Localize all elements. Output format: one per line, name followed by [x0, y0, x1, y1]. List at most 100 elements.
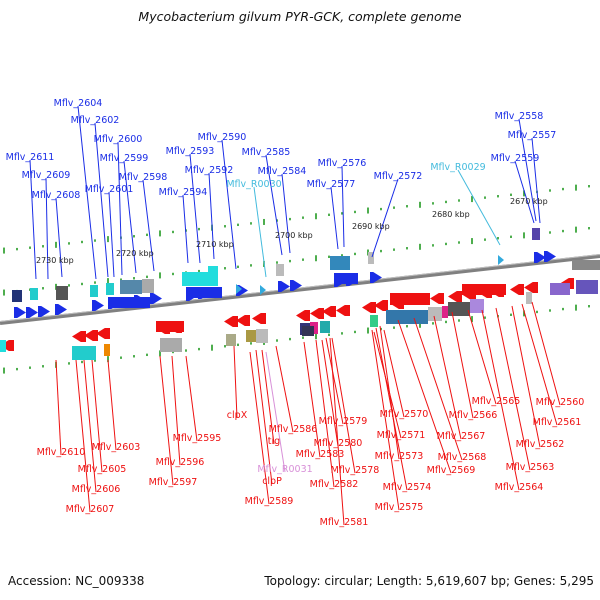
gene-label-mflv-2595[interactable]: Mflv_2595 — [173, 433, 222, 444]
reverse-gene-arrow[interactable] — [236, 315, 250, 326]
forward-gene-arrow[interactable] — [38, 306, 50, 317]
gene-label-mflv-2590[interactable]: Mflv_2590 — [198, 132, 247, 143]
reverse-gene-arrow[interactable] — [524, 282, 538, 293]
forward-gene-arrow[interactable] — [290, 280, 302, 291]
gene-label-mflv-2569[interactable]: Mflv_2569 — [427, 465, 476, 476]
gene-label-mflv-2607[interactable]: Mflv_2607 — [66, 504, 115, 515]
gene-label-mflv-2576[interactable]: Mflv_2576 — [318, 158, 367, 169]
gene-label-mflv-2577[interactable]: Mflv_2577 — [307, 179, 356, 190]
gene-label-tig[interactable]: tig — [268, 436, 280, 447]
gene-label-mflv-2599[interactable]: Mflv_2599 — [100, 153, 149, 164]
reverse-gene-arrow[interactable] — [510, 284, 524, 295]
forward-gene-arrow[interactable] — [334, 273, 358, 284]
reverse-gene-arrow[interactable] — [336, 305, 350, 316]
reverse-gene-arrow[interactable] — [96, 328, 110, 339]
forward-gene-arrow[interactable] — [14, 307, 26, 318]
gene-label-mflv-2566[interactable]: Mflv_2566 — [449, 410, 498, 421]
gene-label-mflv-2605[interactable]: Mflv_2605 — [78, 464, 127, 475]
gene-label-mflv-2565[interactable]: Mflv_2565 — [472, 396, 521, 407]
gene-label-mflv-2572[interactable]: Mflv_2572 — [374, 171, 423, 182]
reverse-gene-arrow[interactable] — [310, 308, 324, 319]
reverse-gene-arrow[interactable] — [448, 291, 462, 302]
gene-label-mflv-2582[interactable]: Mflv_2582 — [310, 479, 359, 490]
leader-line — [518, 118, 537, 222]
gene-label-mflv-r0031[interactable]: Mflv_R0031 — [257, 464, 312, 475]
leader-line — [107, 359, 117, 451]
reverse-gene-arrow[interactable] — [430, 293, 444, 304]
gene-label-mflv-2557[interactable]: Mflv_2557 — [508, 130, 557, 141]
forward-gene-arrow[interactable] — [534, 252, 546, 263]
forward-gene-arrow[interactable] — [92, 300, 104, 311]
gene-label-mflv-2573[interactable]: Mflv_2573 — [375, 451, 424, 462]
gene-label-mflv-2570[interactable]: Mflv_2570 — [380, 409, 429, 420]
gene-label-mflv-2584[interactable]: Mflv_2584 — [258, 166, 307, 177]
gene-label-mflv-2560[interactable]: Mflv_2560 — [536, 397, 585, 408]
gene-label-mflv-2567[interactable]: Mflv_2567 — [437, 431, 486, 442]
gene-label-mflv-2610[interactable]: Mflv_2610 — [37, 447, 86, 458]
gene-label-mflv-2583[interactable]: Mflv_2583 — [296, 449, 345, 460]
gene-label-mflv-2589[interactable]: Mflv_2589 — [245, 496, 294, 507]
gene-label-mflv-2585[interactable]: Mflv_2585 — [242, 147, 291, 158]
gene-label-mflv-r0029[interactable]: Mflv_R0029 — [430, 162, 485, 173]
gene-label-mflv-r0030[interactable]: Mflv_R0030 — [226, 179, 281, 190]
reverse-gene-arrow[interactable] — [84, 330, 98, 341]
forward-gene-arrow[interactable] — [370, 272, 382, 283]
reverse-gene-arrow[interactable] — [156, 321, 184, 332]
gene-label-mflv-2604[interactable]: Mflv_2604 — [54, 98, 103, 109]
gene-label-mflv-2564[interactable]: Mflv_2564 — [495, 482, 544, 493]
gene-label-clpp[interactable]: clpP — [262, 476, 282, 487]
gene-label-mflv-2609[interactable]: Mflv_2609 — [22, 170, 71, 181]
leader-line — [55, 359, 62, 456]
reverse-gene-arrow[interactable] — [374, 300, 388, 311]
gene-label-mflv-2574[interactable]: Mflv_2574 — [383, 482, 432, 493]
reverse-gene-arrow[interactable] — [390, 293, 430, 305]
forward-gene-arrow[interactable] — [544, 251, 556, 262]
feature-block — [550, 283, 570, 295]
gene-label-mflv-2594[interactable]: Mflv_2594 — [159, 187, 208, 198]
reverse-gene-arrow[interactable] — [72, 331, 86, 342]
gene-label-mflv-2580[interactable]: Mflv_2580 — [314, 438, 363, 449]
reverse-gene-arrow[interactable] — [296, 310, 310, 321]
gene-label-mflv-2611[interactable]: Mflv_2611 — [6, 152, 55, 163]
reverse-gene-arrow[interactable] — [224, 316, 238, 327]
gene-label-mflv-2600[interactable]: Mflv_2600 — [94, 134, 143, 145]
reverse-gene-arrow[interactable] — [462, 284, 506, 295]
gene-label-mflv-2571[interactable]: Mflv_2571 — [377, 430, 426, 441]
forward-gene-arrow[interactable] — [55, 304, 67, 315]
gene-label-mflv-2608[interactable]: Mflv_2608 — [32, 190, 81, 201]
forward-gene-arrow[interactable] — [186, 287, 222, 298]
reverse-gene-arrow[interactable] — [252, 313, 266, 324]
forward-gene-arrow[interactable] — [108, 297, 150, 308]
gene-label-mflv-2578[interactable]: Mflv_2578 — [331, 465, 380, 476]
gene-label-mflv-2581[interactable]: Mflv_2581 — [320, 517, 369, 528]
forward-gene-arrow[interactable] — [150, 293, 162, 304]
gene-label-mflv-2597[interactable]: Mflv_2597 — [149, 477, 198, 488]
feature-block — [90, 285, 98, 297]
gene-label-mflv-2606[interactable]: Mflv_2606 — [72, 484, 121, 495]
rna-gene-arrow[interactable] — [260, 285, 266, 295]
rna-gene-arrow[interactable] — [236, 284, 242, 294]
gene-label-clpx[interactable]: clpX — [227, 410, 248, 421]
reverse-gene-arrow[interactable] — [322, 306, 336, 317]
gene-label-mflv-2568[interactable]: Mflv_2568 — [438, 452, 487, 463]
gene-label-mflv-2561[interactable]: Mflv_2561 — [533, 417, 582, 428]
rna-gene-arrow[interactable] — [498, 255, 504, 265]
forward-gene-arrow[interactable] — [26, 307, 38, 318]
gene-label-mflv-2596[interactable]: Mflv_2596 — [156, 457, 205, 468]
gene-label-mflv-2586[interactable]: Mflv_2586 — [269, 424, 318, 435]
reverse-gene-arrow[interactable] — [0, 340, 14, 351]
gene-label-mflv-2563[interactable]: Mflv_2563 — [506, 462, 555, 473]
gene-label-mflv-2562[interactable]: Mflv_2562 — [516, 439, 565, 450]
gene-label-mflv-2558[interactable]: Mflv_2558 — [495, 111, 544, 122]
gene-label-mflv-2593[interactable]: Mflv_2593 — [166, 146, 215, 157]
reverse-gene-arrow[interactable] — [362, 302, 376, 313]
gene-label-mflv-2592[interactable]: Mflv_2592 — [185, 165, 234, 176]
gene-label-mflv-2602[interactable]: Mflv_2602 — [71, 115, 120, 126]
gene-label-mflv-2579[interactable]: Mflv_2579 — [319, 416, 368, 427]
gene-label-mflv-2601[interactable]: Mflv_2601 — [85, 184, 134, 195]
forward-gene-arrow[interactable] — [278, 281, 290, 292]
gene-label-mflv-2559[interactable]: Mflv_2559 — [491, 153, 540, 164]
gene-label-mflv-2603[interactable]: Mflv_2603 — [92, 442, 141, 453]
gene-label-mflv-2575[interactable]: Mflv_2575 — [375, 502, 424, 513]
gene-label-mflv-2598[interactable]: Mflv_2598 — [119, 172, 168, 183]
